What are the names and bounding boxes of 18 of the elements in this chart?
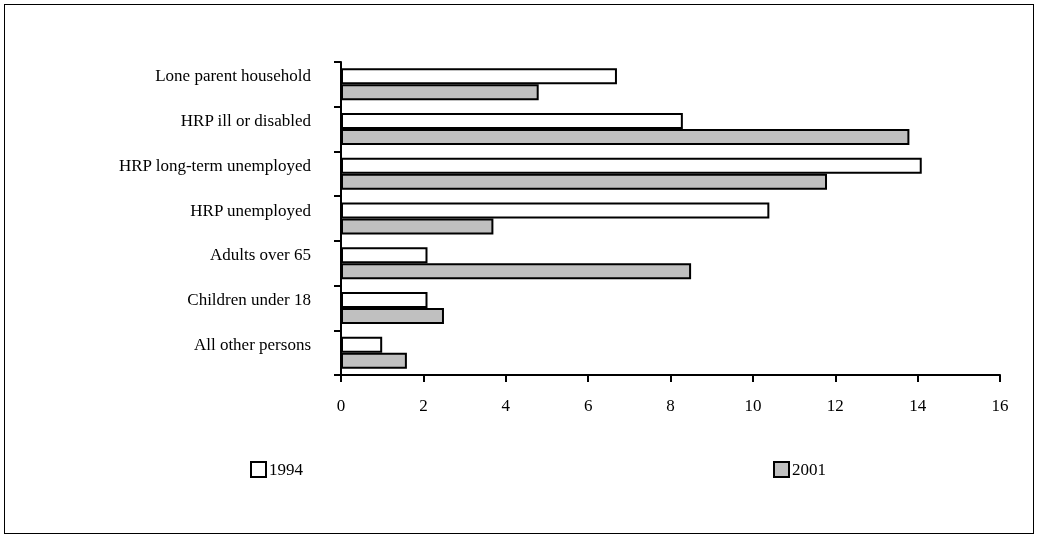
x-tick-label: 14 (909, 396, 927, 415)
legend-label: 2001 (792, 460, 826, 479)
y-tick-label: Lone parent household (155, 66, 312, 86)
x-tick-label: 6 (583, 396, 593, 415)
legend-label: 1994 (269, 460, 304, 479)
y-tick-label: Children under 18 (187, 289, 311, 309)
y-tick-label: HRP long-term unemployed (118, 155, 312, 175)
x-tick-label: 12 (826, 396, 844, 415)
y-tick-label: Adults over 65 (209, 245, 311, 265)
x-tick-label: 10 (744, 396, 762, 415)
x-tick-label: 0 (336, 396, 346, 415)
x-tick-label: 8 (666, 396, 675, 415)
x-tick-label: 2 (419, 396, 428, 415)
y-tick-label: HRP ill or disabled (180, 111, 312, 131)
x-tick-label: 4 (501, 396, 511, 415)
y-tick-label: HRP unemployed (190, 200, 312, 220)
y-tick-label: All other persons (193, 334, 311, 354)
x-tick-label: 16 (991, 396, 1009, 415)
